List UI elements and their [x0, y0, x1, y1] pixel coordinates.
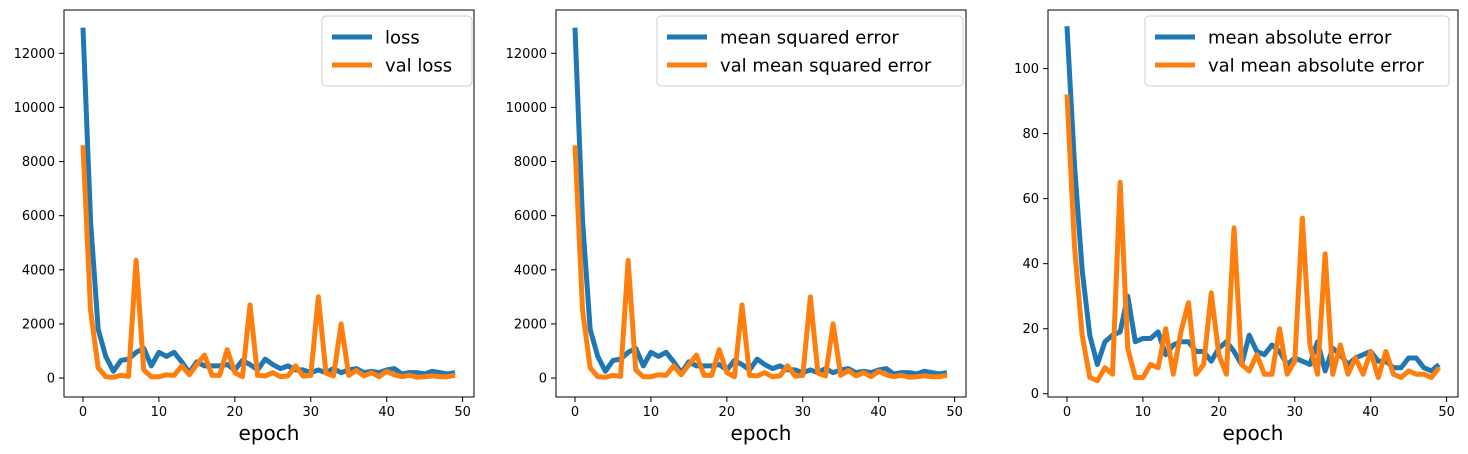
y-tick-label: 20 — [1022, 322, 1039, 337]
legend-label: mean absolute error — [1208, 28, 1392, 49]
y-tick-label: 2000 — [22, 317, 55, 332]
x-tick-label: 20 — [1211, 405, 1228, 420]
x-tick-label: 40 — [1362, 405, 1379, 420]
x-axis-label: epoch — [731, 421, 792, 445]
axes-frame — [555, 9, 967, 398]
y-tick-label: 12000 — [14, 47, 55, 62]
legend-label: loss — [385, 28, 420, 49]
y-tick-label: 10000 — [14, 101, 55, 116]
series-line-2 — [572, 145, 948, 380]
x-tick-label: 10 — [643, 405, 660, 420]
y-tick-label: 100 — [1014, 62, 1039, 77]
series-line-2 — [1064, 94, 1441, 384]
x-tick-label: 20 — [227, 405, 244, 420]
chart-panel-3: 0 10 20 30 40 50 0 20 40 60 80 100 epoch mean absolut… — [1014, 9, 1459, 445]
legend-box — [656, 15, 964, 87]
y-tick-label: 8000 — [514, 155, 547, 170]
y-tick-label: 4000 — [22, 263, 55, 278]
y-tick-label: 6000 — [22, 209, 55, 224]
legend-label: val mean absolute error — [1208, 56, 1424, 77]
legend-label: mean squared error — [720, 28, 899, 49]
legend-box — [1144, 15, 1450, 87]
y-tick-label: 12000 — [506, 47, 547, 62]
x-tick-label: 10 — [151, 405, 168, 420]
x-axis-label: epoch — [1223, 421, 1284, 445]
series-line-1 — [1064, 26, 1441, 374]
x-tick-label: 30 — [302, 405, 319, 420]
y-tick-label: 8000 — [22, 155, 55, 170]
x-axis-label: epoch — [239, 421, 300, 445]
y-tick-label: 0 — [1031, 387, 1039, 402]
x-tick-label: 50 — [454, 405, 471, 420]
legend: mean squared error val mean squared error — [656, 15, 964, 87]
y-tick-label: 60 — [1022, 192, 1039, 207]
y-tick-label: 6000 — [514, 209, 547, 224]
legend: loss val loss — [321, 15, 473, 87]
legend-label: val loss — [385, 56, 452, 77]
series-line-1 — [572, 27, 948, 377]
axes-frame — [63, 9, 475, 398]
axes-frame — [1047, 9, 1459, 398]
y-tick-label: 4000 — [514, 263, 547, 278]
x-tick-label: 20 — [719, 405, 736, 420]
legend: mean absolute error val mean absolute err… — [1144, 15, 1450, 87]
series-line-1 — [80, 27, 456, 377]
x-tick-label: 40 — [378, 405, 395, 420]
x-tick-label: 30 — [794, 405, 811, 420]
x-tick-label: 10 — [1135, 405, 1152, 420]
x-tick-label: 0 — [79, 405, 87, 420]
x-tick-label: 50 — [1438, 405, 1455, 420]
y-tick-label: 40 — [1022, 257, 1039, 272]
y-tick-label: 80 — [1022, 127, 1039, 142]
x-tick-label: 50 — [946, 405, 963, 420]
y-tick-label: 2000 — [514, 317, 547, 332]
y-tick-label: 0 — [47, 372, 55, 387]
chart-panel-1: 0 10 20 30 40 50 0 2000 4000 6000 8000 10000 12000 ep… — [14, 9, 475, 445]
legend-box — [321, 15, 473, 87]
y-tick-label: 10000 — [506, 101, 547, 116]
chart-panel-2: 0 10 20 30 40 50 0 2000 4000 6000 8000 10000 12000 ep… — [506, 9, 967, 445]
x-tick-label: 0 — [1063, 405, 1071, 420]
x-tick-label: 30 — [1286, 405, 1303, 420]
series-line-2 — [80, 145, 456, 380]
legend-label: val mean squared error — [720, 56, 932, 77]
x-tick-label: 40 — [870, 405, 887, 420]
y-tick-label: 0 — [539, 372, 547, 387]
x-tick-label: 0 — [571, 405, 579, 420]
